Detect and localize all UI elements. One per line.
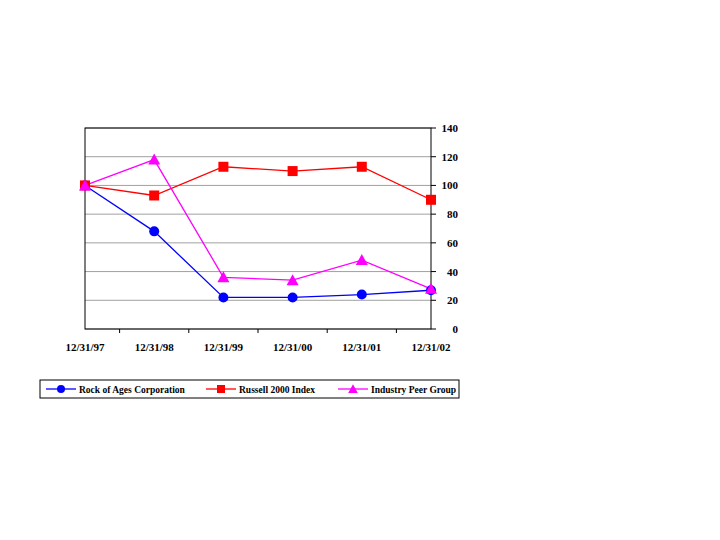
x-minor-tick — [396, 329, 397, 333]
grid-line — [85, 300, 431, 301]
y-tick-label: 100 — [442, 179, 459, 191]
point-marker — [80, 180, 90, 190]
x-tick-label: 12/31/01 — [342, 341, 381, 353]
y-tick — [431, 128, 436, 129]
y-tick — [431, 214, 436, 215]
point-marker — [148, 154, 160, 165]
y-tick-label: 80 — [447, 208, 459, 220]
legend-label: Rock of Ages Corporation — [79, 385, 186, 395]
point-marker — [218, 162, 228, 172]
x-tick-label: 12/31/00 — [273, 341, 313, 353]
x-tick-label: 12/31/97 — [65, 341, 105, 353]
y-tick — [431, 329, 436, 330]
legend-marker — [348, 384, 358, 393]
y-tick-label: 40 — [447, 266, 459, 278]
grid-line — [85, 271, 431, 272]
point-marker — [149, 190, 159, 200]
point-marker — [357, 290, 367, 300]
x-minor-tick — [188, 329, 189, 333]
data-group — [79, 154, 437, 303]
legend-label: Russell 2000 Index — [239, 385, 315, 395]
y-tick-label: 60 — [447, 237, 459, 249]
point-marker — [356, 254, 368, 265]
plot-frame — [85, 128, 431, 329]
y-tick — [431, 185, 436, 186]
y-tick — [431, 271, 436, 272]
series-line — [85, 185, 431, 297]
chart: 0 20 40 60 80 100 120 140 12/31/97 12/31/98 12/31/… — [0, 0, 720, 540]
point-marker — [149, 226, 159, 236]
legend-marker — [217, 385, 225, 393]
point-marker — [425, 283, 437, 294]
point-marker — [288, 292, 298, 302]
x-minor-tick — [327, 329, 328, 333]
grid-line — [85, 185, 431, 186]
x-tick-label: 12/31/02 — [411, 341, 451, 353]
x-minor-tick — [258, 329, 259, 333]
legend-box — [40, 380, 459, 398]
point-marker — [218, 292, 228, 302]
series-line — [85, 160, 431, 289]
y-tick-label: 120 — [442, 151, 459, 163]
point-marker — [217, 271, 229, 282]
y-tick — [431, 300, 436, 301]
series-line — [85, 167, 431, 200]
y-tick-label: 0 — [453, 323, 459, 335]
x-minor-tick — [119, 329, 120, 333]
grid-line — [85, 214, 431, 215]
y-tick-label: 140 — [442, 122, 459, 134]
x-tick-label: 12/31/98 — [135, 341, 175, 353]
point-marker — [79, 179, 91, 190]
point-marker — [287, 274, 299, 285]
point-marker — [357, 162, 367, 172]
legend-label: Industry Peer Group — [371, 385, 456, 395]
point-marker — [426, 195, 436, 205]
point-marker — [288, 166, 298, 176]
grid-line — [85, 156, 431, 157]
y-tick — [431, 242, 436, 243]
point-marker — [80, 180, 90, 190]
y-tick — [431, 156, 436, 157]
x-tick-label: 12/31/99 — [204, 341, 244, 353]
y-tick-label: 20 — [447, 294, 459, 306]
grid-line — [85, 242, 431, 243]
legend-marker — [57, 385, 65, 393]
